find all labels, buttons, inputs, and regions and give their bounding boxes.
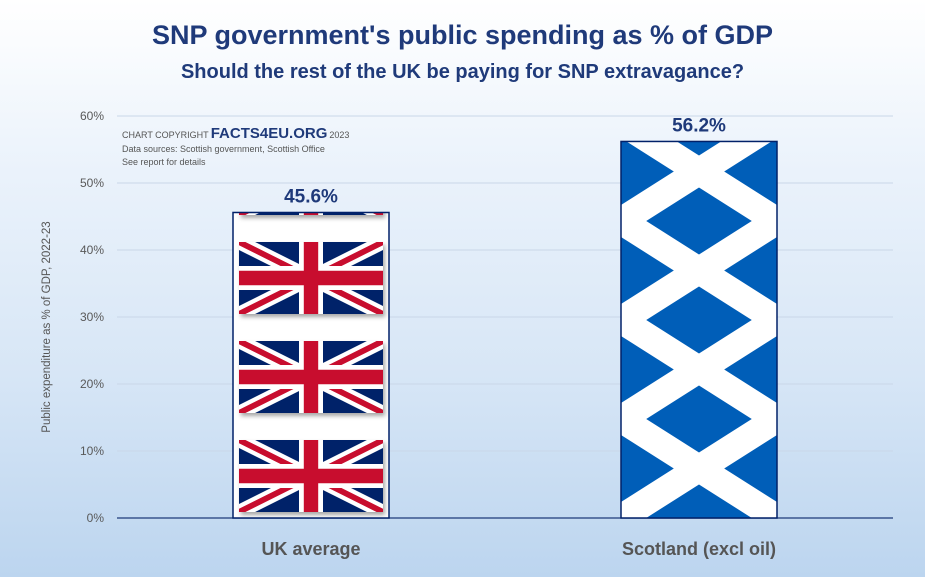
x-category-label: UK average bbox=[261, 539, 360, 559]
report-note: See report for details bbox=[122, 157, 206, 167]
chart-subtitle: Should the rest of the UK be paying for … bbox=[180, 61, 745, 83]
y-tick-label: 30% bbox=[80, 310, 104, 324]
copyright-prefix: CHART COPYRIGHT bbox=[122, 130, 209, 140]
y-tick-label: 20% bbox=[80, 377, 104, 391]
saltire-cross-icon bbox=[621, 209, 777, 332]
y-tick-label: 10% bbox=[80, 444, 104, 458]
data-label: 56.2% bbox=[672, 115, 726, 136]
saltire-cross-icon bbox=[621, 141, 777, 233]
data-sources: Data sources: Scottish government, Scott… bbox=[122, 144, 325, 154]
brand-logo-text: FACTS4EU.ORG bbox=[210, 125, 328, 142]
saltire-cross-icon bbox=[621, 308, 777, 431]
union-jack-flag-icon bbox=[239, 440, 383, 512]
copyright-credit: CHART COPYRIGHT FACTS4EU.ORG 2023 bbox=[122, 125, 349, 142]
union-jack-flag-icon bbox=[239, 242, 383, 314]
saltire-cross-icon bbox=[621, 407, 777, 519]
copyright-year: 2023 bbox=[329, 130, 350, 140]
bar-outline bbox=[232, 211, 390, 519]
data-labels: 45.6% UK average 56.2% Scotland (excl oil) bbox=[261, 115, 776, 559]
data-label: 45.6% bbox=[284, 186, 338, 207]
y-tick-label: 0% bbox=[87, 511, 105, 525]
y-axis: 0% 10% 20% 30% 40% 50% 60% Public expenditure a… bbox=[41, 109, 893, 525]
bar-outline bbox=[620, 140, 778, 519]
y-tick-label: 60% bbox=[80, 109, 104, 123]
bar-scotland bbox=[620, 140, 778, 519]
bar-uk-average bbox=[232, 211, 390, 519]
chart-title: SNP government's public spending as % of… bbox=[151, 20, 774, 50]
y-tick-label: 50% bbox=[80, 176, 104, 190]
y-axis-title: Public expenditure as % of GDP, 2022-23 bbox=[41, 221, 53, 432]
union-jack-flag-icon bbox=[239, 341, 383, 413]
y-tick-label: 40% bbox=[80, 243, 104, 257]
bars bbox=[232, 140, 778, 519]
x-category-label: Scotland (excl oil) bbox=[622, 539, 776, 559]
